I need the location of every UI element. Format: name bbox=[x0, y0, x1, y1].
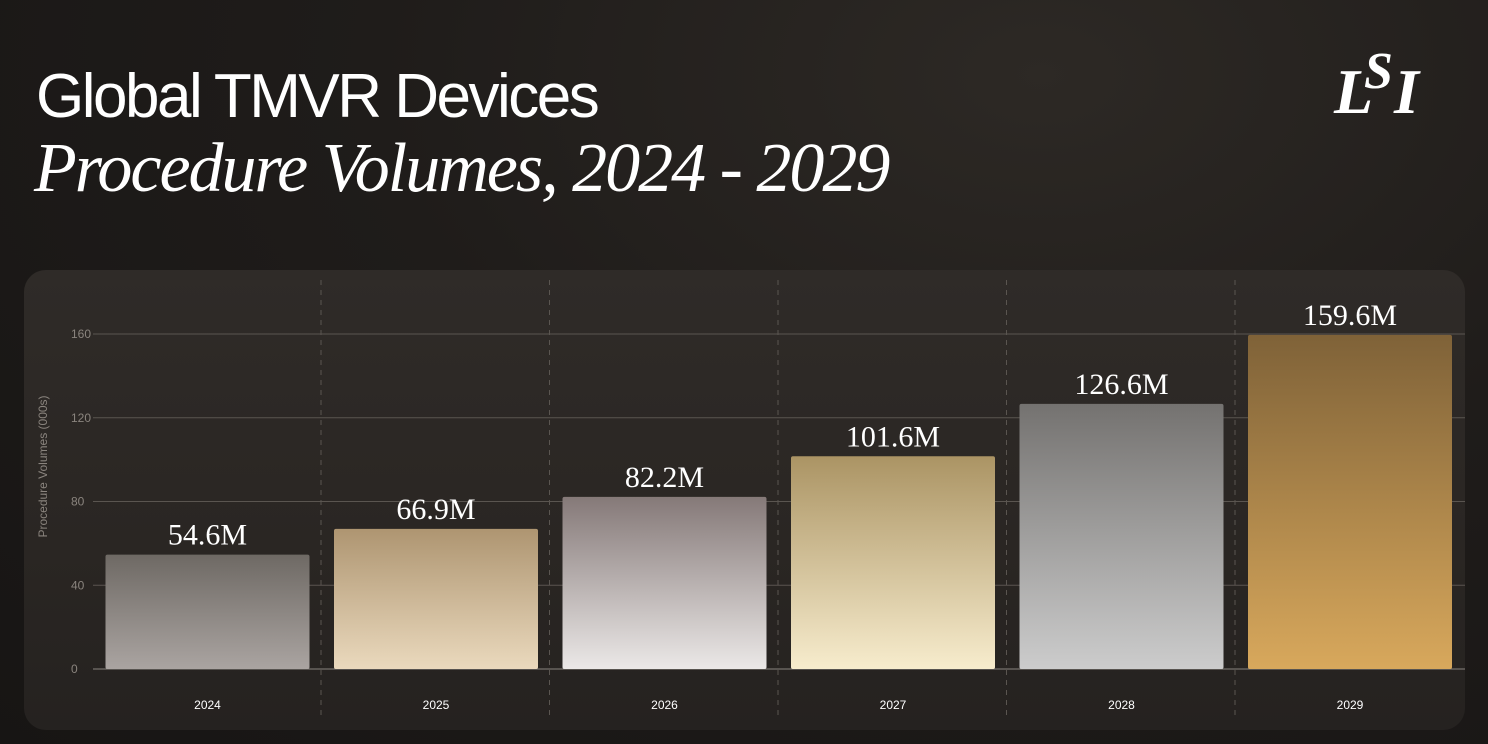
bar-2027 bbox=[791, 456, 995, 669]
bar-chart: 0 40 80 120 160 Procedure Volumes (000s) 54.6M… bbox=[36, 280, 1465, 715]
value-label-2025: 66.9M bbox=[396, 493, 475, 526]
y-axis-label: Procedure Volumes (000s) bbox=[36, 395, 50, 537]
x-tick-label-2025: 2025 bbox=[423, 698, 450, 712]
x-tick-label-2028: 2028 bbox=[1108, 698, 1135, 712]
x-tick-label-2026: 2026 bbox=[651, 698, 678, 712]
bar-2024 bbox=[105, 554, 310, 669]
bar-2029 bbox=[1248, 334, 1452, 669]
x-tick-label-2027: 2027 bbox=[880, 698, 907, 712]
chart-title: Global TMVR Devices bbox=[36, 62, 600, 131]
value-label-2027: 101.6M bbox=[846, 420, 940, 453]
logo-letter-i: I bbox=[1394, 56, 1419, 127]
y-tick-label-40: 40 bbox=[71, 578, 85, 592]
value-label-2026: 82.2M bbox=[625, 461, 704, 494]
chart-panel: 0 40 80 120 160 Procedure Volumes (000s) 54.6M… bbox=[24, 270, 1465, 730]
logo-letter-s: S bbox=[1364, 43, 1393, 100]
y-tick-label-120: 120 bbox=[71, 411, 91, 425]
bar-2026 bbox=[562, 496, 767, 669]
value-label-2024: 54.6M bbox=[168, 519, 247, 552]
x-tick-label-2029: 2029 bbox=[1337, 698, 1364, 712]
logo-letter-l: L bbox=[1334, 56, 1374, 127]
value-label-2028: 126.6M bbox=[1074, 368, 1168, 401]
chart-subtitle: Procedure Volumes, 2024 - 2029 bbox=[34, 130, 890, 207]
y-tick-label-160: 160 bbox=[71, 327, 91, 341]
x-tick-label-2024: 2024 bbox=[194, 698, 221, 712]
y-tick-label-0: 0 bbox=[71, 662, 78, 676]
lsi-logo: L S I bbox=[1332, 46, 1436, 127]
bar-2025 bbox=[334, 528, 538, 669]
y-tick-label-80: 80 bbox=[71, 495, 85, 509]
value-label-2029: 159.6M bbox=[1303, 299, 1397, 332]
bar-2028 bbox=[1019, 403, 1224, 669]
